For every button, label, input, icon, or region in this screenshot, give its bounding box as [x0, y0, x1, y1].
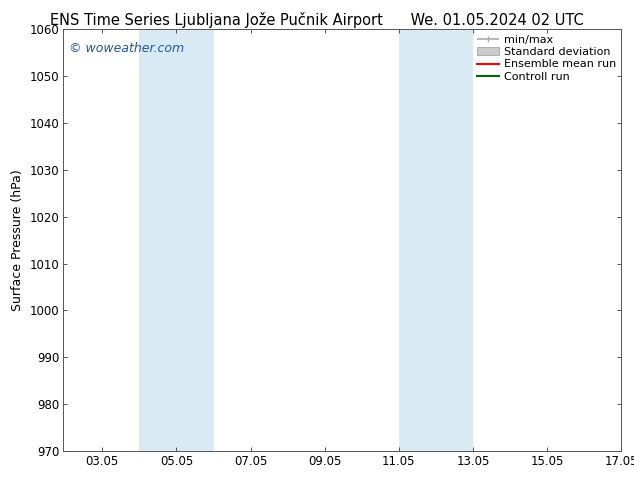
Text: ENS Time Series Ljubljana Jože Pučnik Airport      We. 01.05.2024 02 UTC: ENS Time Series Ljubljana Jože Pučnik Ai…	[50, 12, 584, 28]
Bar	[139, 29, 214, 451]
Bar	[399, 29, 473, 451]
Legend: min/max, Standard deviation, Ensemble mean run, Controll run: min/max, Standard deviation, Ensemble me…	[477, 35, 616, 82]
Text: © woweather.com: © woweather.com	[69, 42, 184, 55]
Y-axis label: Surface Pressure (hPa): Surface Pressure (hPa)	[11, 169, 24, 311]
